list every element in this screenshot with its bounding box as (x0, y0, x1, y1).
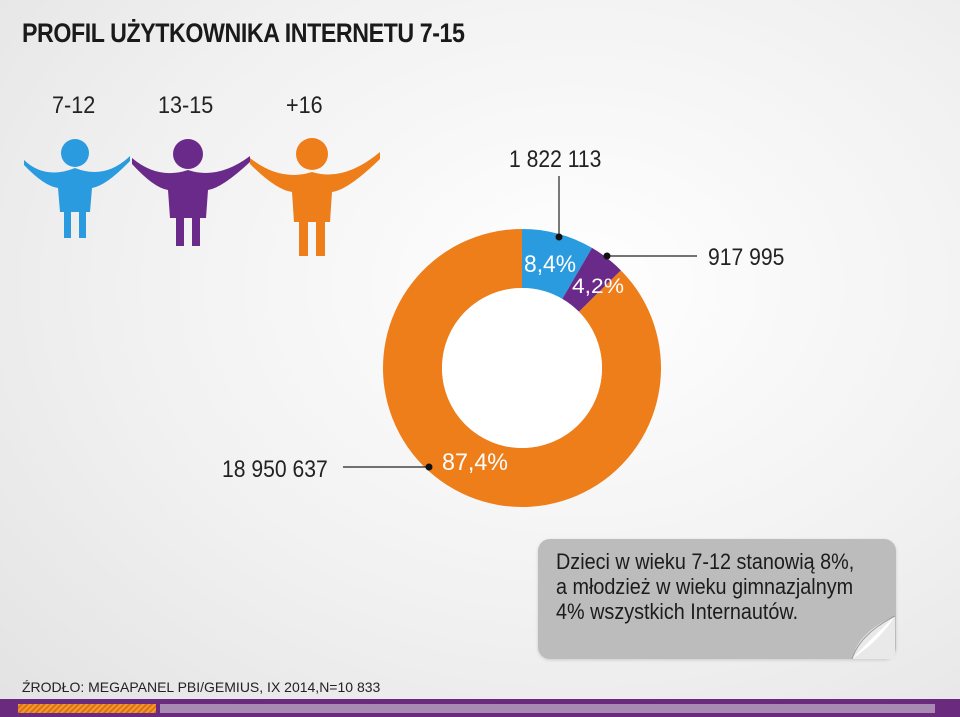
note-line: a młodzież w wieku gimnazjalnym (556, 574, 854, 599)
person-icon (24, 139, 130, 238)
note-line: 4% wszystkich Internautów. (556, 599, 799, 624)
count-7-12: 1 822 113 (509, 146, 602, 173)
slice-16plus (383, 229, 661, 507)
leader-lines (343, 176, 697, 468)
person-icon (250, 138, 380, 256)
slice-7-12 (522, 229, 593, 299)
donut-hole (442, 288, 602, 448)
age-label-16plus: +16 (286, 92, 323, 119)
leader-dot (555, 233, 563, 241)
count-13-15: 917 995 (708, 244, 785, 271)
slice-label-blue: 8,4% (524, 251, 576, 278)
people-figures (24, 138, 380, 256)
slice-label-orange: 87,4% (442, 449, 508, 476)
page-title: PROFIL UŻYTKOWNIKA INTERNETU 7-15 (22, 18, 465, 48)
age-label-13-15: 13-15 (158, 92, 214, 119)
donut-chart: 8,4% 4,2% 87,4% (343, 176, 697, 507)
leader-dot (603, 252, 611, 260)
slice-label-purple: 4,2% (572, 275, 624, 298)
footer-stripe (18, 704, 156, 713)
age-label-7-12: 7-12 (52, 92, 96, 119)
footer-track (160, 704, 935, 713)
count-16plus: 18 950 637 (222, 456, 328, 483)
person-icon (132, 139, 250, 246)
info-note: Dzieci w wieku 7-12 stanowią 8%, a młodz… (538, 539, 896, 659)
note-text: Dzieci w wieku 7-12 stanowią 8%, a młodz… (556, 549, 880, 624)
slice-13-15 (562, 247, 621, 312)
note-line: Dzieci w wieku 7-12 stanowią 8%, (556, 549, 855, 574)
source-note: ŹRODŁO: MEGAPANEL PBI/GEMIUS, IX 2014,N=… (22, 679, 381, 695)
leader-dot (425, 463, 433, 471)
